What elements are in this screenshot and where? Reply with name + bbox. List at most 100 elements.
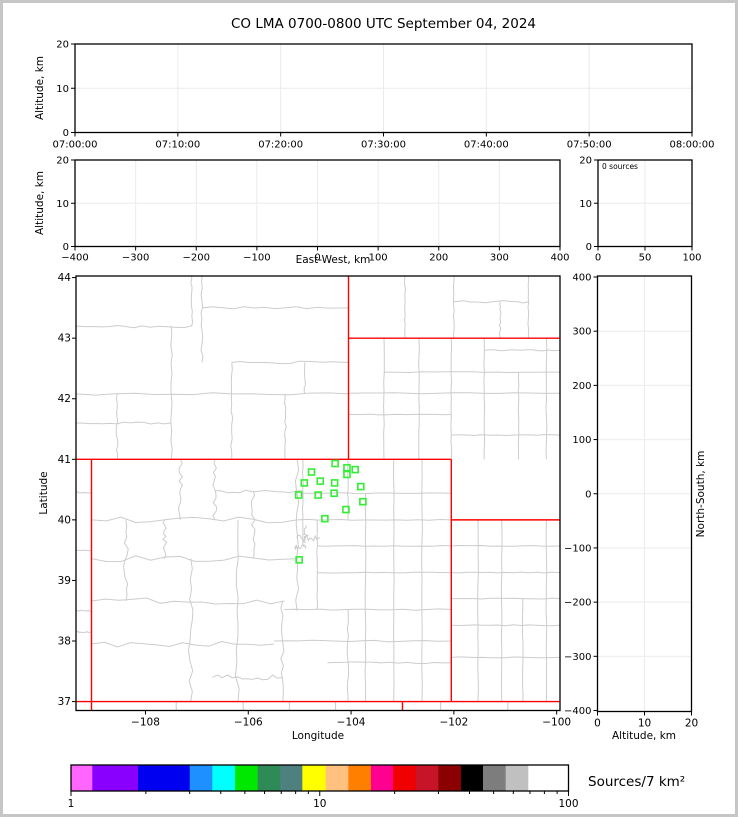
county-boundary: [346, 609, 350, 702]
county-boundary: [383, 338, 385, 460]
y-tick-label: 43: [58, 333, 71, 345]
y-tick-label: 37: [58, 696, 71, 708]
xlabel-ns-height-panel: Altitude, km: [611, 730, 677, 742]
county-boundary: [451, 544, 560, 547]
colorbar-segment: [392, 765, 417, 791]
y-tick-label: 39: [58, 575, 71, 587]
county-boundary: [214, 489, 303, 494]
colorbar-tick-label: 1: [68, 798, 75, 810]
county-boundary: [317, 544, 452, 547]
colorbar-segment: [460, 765, 484, 791]
county-boundary: [483, 338, 486, 460]
county-boundary: [302, 525, 310, 544]
county-boundary: [115, 393, 119, 460]
colorbar-tick-label: 10: [313, 798, 326, 810]
x-tick-label: −104: [337, 717, 366, 729]
xlabel-map-panel: Longitude: [291, 730, 345, 742]
lma-station-marker: [314, 491, 322, 499]
ylabel-time-height-panel: Altitude, km: [34, 55, 46, 121]
county-boundary: [301, 459, 304, 546]
county-boundary: [288, 701, 291, 711]
county-boundary: [450, 338, 453, 460]
lma-station-marker: [331, 459, 339, 468]
x-tick-label: −102: [439, 717, 468, 729]
y-tick-label: 100: [572, 435, 591, 446]
lma-station-marker: [294, 491, 303, 499]
county-boundary: [284, 608, 452, 611]
y-tick-label: 42: [58, 393, 71, 405]
y-tick-label: 40: [58, 514, 71, 526]
ylabel-ns-height-panel: North-South, km: [695, 450, 707, 538]
y-tick-label: −400: [564, 706, 591, 717]
county-boundary: [91, 597, 285, 605]
figure-title: CO LMA 0700-0800 UTC September 04, 2024: [231, 16, 536, 32]
county-boundary: [187, 558, 194, 702]
ew-height-panel: [74, 159, 561, 248]
lma-station-marker: [357, 482, 365, 491]
county-boundary: [280, 600, 285, 702]
county-boundary: [451, 656, 560, 659]
colorbar-segment: [505, 765, 529, 791]
y-tick-label: 44: [58, 272, 72, 284]
lma-station-marker: [300, 479, 309, 487]
y-tick-label: 20: [56, 156, 69, 167]
source-count-annotation: 0 sources: [602, 162, 638, 171]
colorbar-segment: [138, 765, 191, 791]
county-boundary: [418, 338, 420, 460]
county-boundary: [76, 491, 92, 494]
county-boundary: [348, 413, 452, 416]
x-tick-label: 07:20:00: [258, 140, 303, 151]
x-tick-label: 10: [638, 718, 651, 730]
colorbar-segment: [438, 765, 462, 791]
map-panel: [75, 275, 561, 712]
x-tick-label: 20: [685, 718, 698, 730]
y-tick-label: 10: [56, 199, 69, 210]
county-boundary: [383, 371, 560, 374]
county-boundary: [230, 362, 234, 460]
y-tick-label: 10: [56, 84, 69, 95]
county-boundary: [317, 571, 452, 574]
county-boundary: [273, 639, 452, 643]
colorbar-segment: [370, 765, 394, 791]
county-boundary: [250, 490, 256, 559]
y-tick-label: 0: [63, 128, 69, 139]
x-tick-label: −106: [234, 717, 263, 729]
colorbar-segment: [212, 765, 236, 791]
y-tick-label: −300: [564, 652, 591, 663]
county-boundary: [451, 571, 560, 574]
county-boundary: [231, 360, 349, 365]
county-boundary: [392, 459, 395, 702]
colorbar-label: Sources/7 km²: [588, 774, 686, 790]
x-tick-label: −200: [183, 253, 210, 264]
county-boundary: [212, 459, 218, 521]
county-boundary: [303, 362, 307, 395]
x-tick-label: 200: [429, 253, 448, 264]
county-boundary: [297, 518, 452, 521]
histogram-panel: [597, 159, 693, 248]
y-tick-label: 20: [56, 40, 69, 51]
x-tick-label: 07:10:00: [155, 140, 200, 151]
colorbar-segment: [482, 765, 507, 791]
colorbar-segment: [415, 765, 439, 791]
y-tick-label: 0: [585, 489, 591, 500]
y-tick-label: 20: [579, 156, 592, 167]
x-tick-label: −100: [243, 253, 270, 264]
x-tick-label: −100: [542, 717, 571, 729]
county-boundary: [212, 674, 283, 681]
colorbar-segment: [528, 765, 569, 791]
county-boundary: [76, 392, 349, 396]
colorbar-segment: [189, 765, 213, 791]
lma-station-marker: [307, 468, 316, 476]
lma-station-marker: [343, 463, 351, 472]
y-tick-label: 0: [586, 242, 592, 253]
county-boundary: [76, 324, 192, 329]
colorbar-segment: [302, 765, 327, 791]
county-boundary: [91, 555, 299, 563]
county-boundary: [521, 598, 524, 702]
xlabel-ew-height-panel: East-West, km: [295, 254, 371, 266]
county-boundary: [545, 338, 548, 460]
lma-station-marker: [351, 465, 359, 474]
time-height-panel: [74, 43, 693, 134]
county-boundary: [452, 276, 455, 339]
y-tick-label: −100: [564, 543, 591, 554]
